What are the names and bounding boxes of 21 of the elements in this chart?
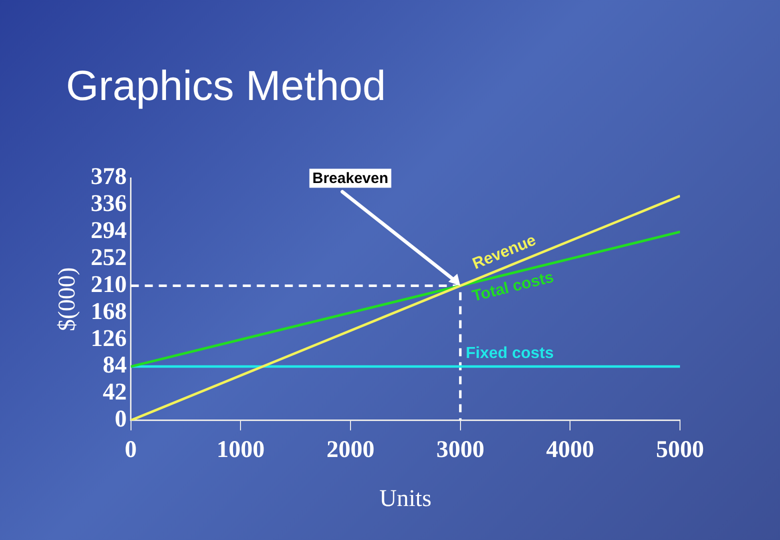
chart-title: Graphics Method (66, 62, 386, 110)
y-tick-label: 336 (90, 191, 127, 218)
y-tick-label: 84 (102, 352, 127, 379)
series-label: Fixed costs (466, 344, 554, 362)
y-tick-label: 378 (90, 164, 127, 190)
y-tick-label: 294 (90, 218, 127, 244)
x-tick-label: 3000 (436, 437, 484, 464)
text: Total costs (470, 268, 556, 306)
x-tick-label: 1000 (216, 437, 265, 464)
y-tick-label: 42 (102, 380, 127, 406)
y-tick-label: 168 (90, 298, 127, 325)
x-axis-title: Units (379, 486, 432, 512)
x-tick-label: 5000 (656, 437, 704, 464)
annotation: Breakeven (312, 170, 388, 187)
y-tick-label: 252 (90, 245, 127, 272)
y-tick-label: 0 (114, 406, 127, 433)
x-tick-label: 4000 (546, 437, 594, 464)
x-tick-label: 2000 (326, 437, 374, 464)
y-tick-label: 126 (90, 326, 127, 352)
y-tick-label: 210 (90, 272, 127, 298)
y-axis-title: $(000) (54, 267, 81, 332)
